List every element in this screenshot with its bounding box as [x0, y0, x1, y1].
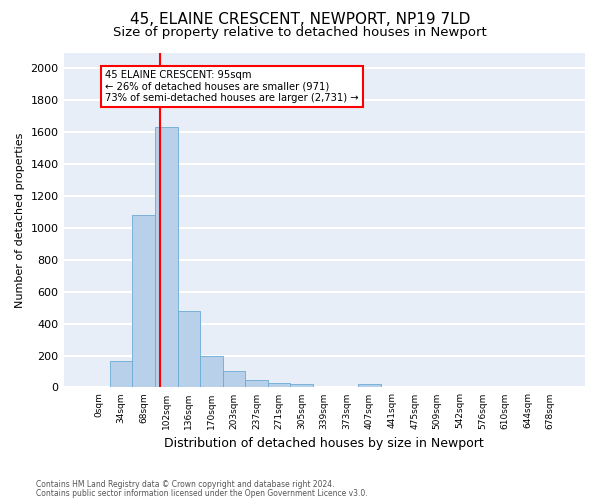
Y-axis label: Number of detached properties: Number of detached properties: [15, 132, 25, 308]
Bar: [133, 215, 155, 388]
Text: 45, ELAINE CRESCENT, NEWPORT, NP19 7LD: 45, ELAINE CRESCENT, NEWPORT, NP19 7LD: [130, 12, 470, 28]
Bar: [178, 311, 200, 388]
Bar: [155, 128, 178, 388]
Bar: [223, 372, 245, 388]
Bar: [290, 384, 313, 388]
Bar: [268, 384, 290, 388]
Bar: [110, 361, 133, 388]
Text: Contains HM Land Registry data © Crown copyright and database right 2024.: Contains HM Land Registry data © Crown c…: [36, 480, 335, 489]
Bar: [358, 384, 381, 388]
X-axis label: Distribution of detached houses by size in Newport: Distribution of detached houses by size …: [164, 437, 484, 450]
Text: Contains public sector information licensed under the Open Government Licence v3: Contains public sector information licen…: [36, 489, 368, 498]
Bar: [200, 356, 223, 388]
Text: Size of property relative to detached houses in Newport: Size of property relative to detached ho…: [113, 26, 487, 39]
Text: 45 ELAINE CRESCENT: 95sqm
← 26% of detached houses are smaller (971)
73% of semi: 45 ELAINE CRESCENT: 95sqm ← 26% of detac…: [106, 70, 359, 103]
Bar: [245, 380, 268, 388]
